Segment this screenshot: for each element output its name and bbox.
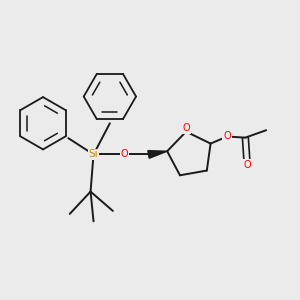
Text: O: O [223, 131, 231, 141]
Text: O: O [243, 160, 251, 170]
Text: Si: Si [89, 149, 98, 160]
Text: O: O [182, 123, 190, 133]
Text: O: O [121, 149, 128, 160]
Polygon shape [148, 151, 167, 158]
